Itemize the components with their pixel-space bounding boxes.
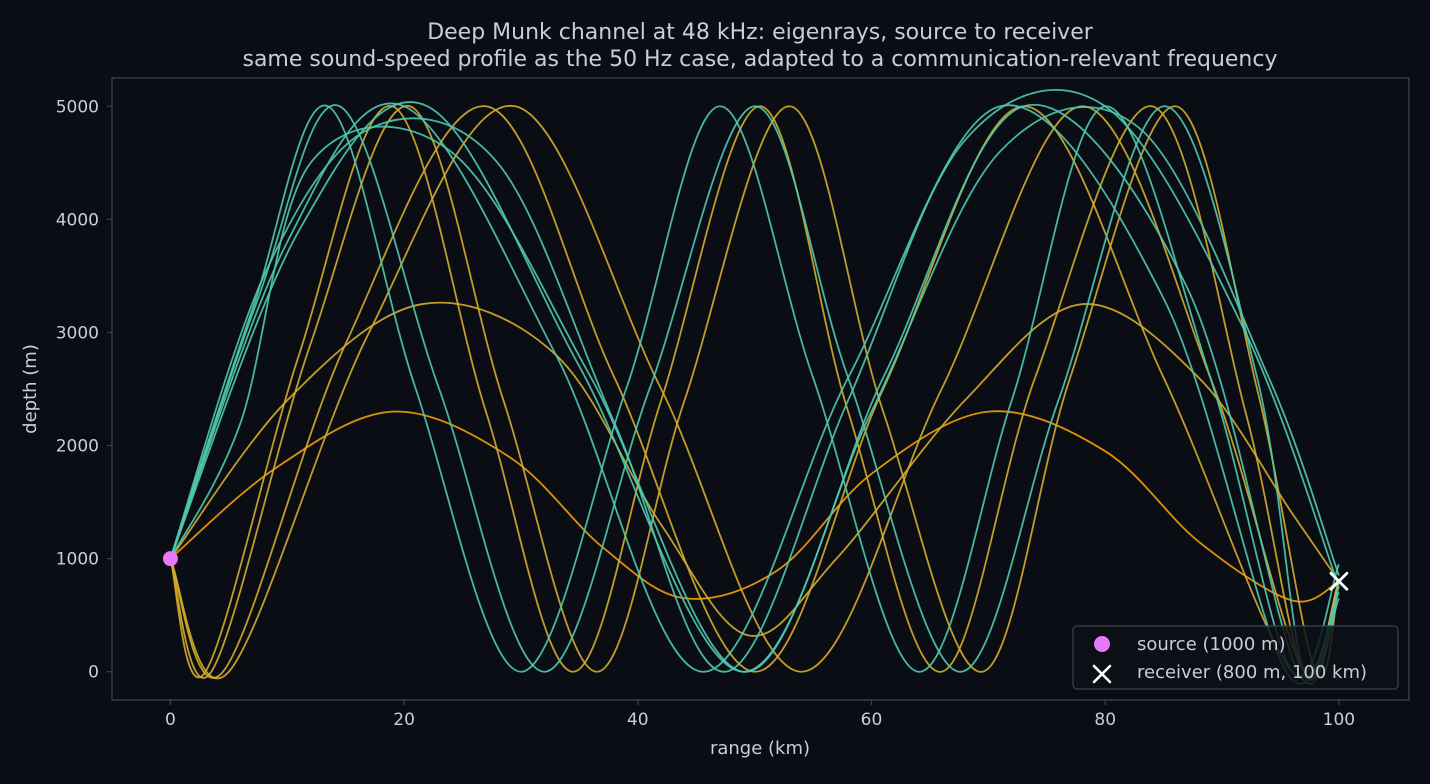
x-tick-label: 100	[1323, 710, 1355, 730]
legend-box	[1072, 625, 1399, 690]
eigenray-12	[169, 106, 1340, 673]
eigenray-4	[169, 105, 1340, 679]
legend-receiver-marker	[1092, 664, 1112, 684]
y-tick-label: 1000	[56, 550, 99, 570]
chart-subtitle: same sound-speed profile as the 50 Hz ca…	[242, 47, 1277, 72]
eigenray-8	[169, 104, 1340, 681]
y-axis-label: depth (m)	[20, 344, 41, 434]
legend: source (1000 m) receiver (800 m, 100 km)	[1072, 625, 1399, 690]
eigenray-3	[169, 105, 1340, 679]
eigenray-5	[169, 105, 1340, 680]
x-tick-label: 0	[165, 710, 176, 730]
source-marker	[162, 551, 178, 567]
eigenray-2	[169, 301, 1340, 637]
legend-receiver-label: receiver (800 m, 100 km)	[1137, 662, 1367, 683]
x-axis-label: range (km)	[710, 738, 810, 759]
legend-source-label: source (1000 m)	[1137, 634, 1286, 655]
receiver-marker	[1329, 571, 1349, 591]
y-tick-label: 2000	[56, 437, 99, 457]
y-tick-label: 5000	[56, 97, 99, 117]
legend-source-marker	[1094, 636, 1110, 652]
x-tick-label: 80	[1094, 710, 1116, 730]
eigenray-1	[169, 410, 1340, 603]
y-tick-label: 3000	[56, 323, 99, 343]
x-tick-label: 60	[861, 710, 883, 730]
y-tick-label: 0	[88, 663, 99, 683]
y-tick-label: 4000	[56, 210, 99, 230]
eigenray-11	[169, 89, 1340, 673]
markers-layer	[162, 551, 1349, 591]
chart-title: Deep Munk channel at 48 kHz: eigenrays, …	[427, 20, 1094, 45]
x-tick-label: 20	[393, 710, 415, 730]
x-tick-label: 40	[627, 710, 649, 730]
eigenray-layer	[169, 89, 1340, 685]
